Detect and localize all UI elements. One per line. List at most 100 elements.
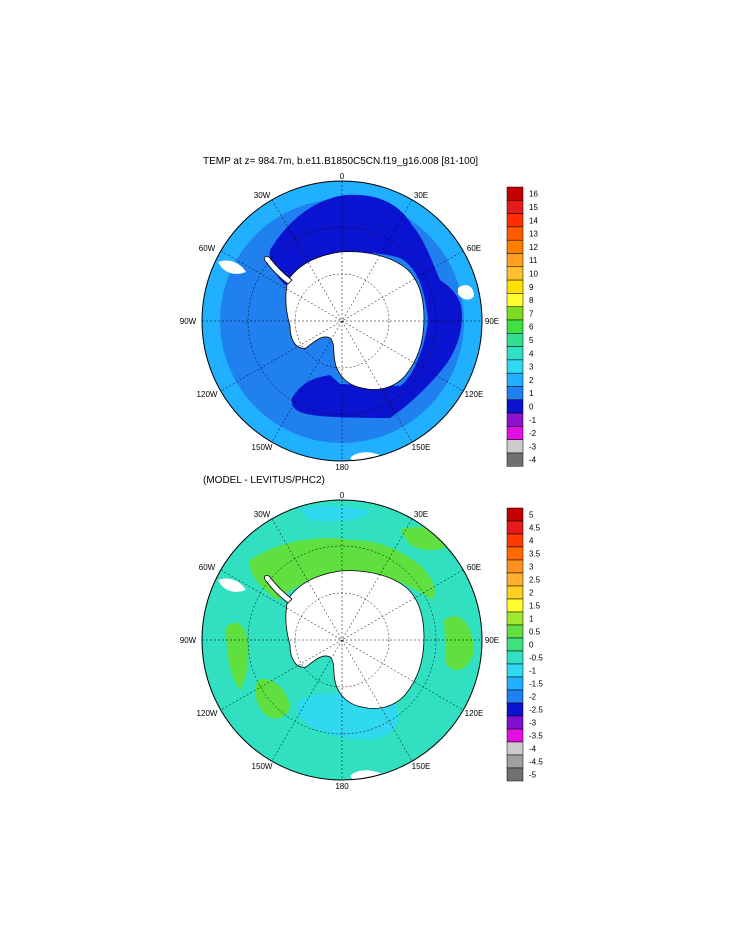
colorbar-swatch [506, 572, 524, 587]
colorbar-swatch [506, 213, 524, 228]
land-patch-samerica [218, 578, 246, 592]
colorbar-swatch [506, 186, 524, 201]
panel-title: (MODEL - LEVITUS/PHC2) [203, 475, 325, 486]
warm-anomaly-ring [249, 538, 435, 600]
lon-label-120e: 120E [465, 390, 484, 399]
colorbar-swatch [506, 372, 524, 387]
colorbar-label: 15 [529, 203, 538, 212]
colorbar-swatch [506, 715, 524, 730]
colorbar-swatch [506, 598, 524, 613]
lon-label-150e: 150E [412, 762, 431, 771]
colorbar-label: 0 [529, 402, 534, 411]
colorbar-label: -1.5 [529, 680, 543, 689]
antarctica [285, 251, 425, 390]
colorbar-label: -3.5 [529, 732, 543, 741]
colorbar-label: 3 [529, 363, 534, 372]
colorbar-label: 1 [529, 389, 534, 398]
colorbar-label: 3.5 [529, 550, 541, 559]
colorbar-swatch [506, 253, 524, 268]
lon-label-60e: 60E [467, 244, 481, 253]
colorbar-label: 16 [529, 190, 538, 199]
colorbar-label: -2 [529, 429, 537, 438]
lon-label-180: 180 [335, 782, 349, 791]
colorbar-label: 0.5 [529, 628, 541, 637]
lon-label-150e: 150E [412, 443, 431, 452]
colorbar-swatch [506, 399, 524, 414]
colorbar-swatch [506, 426, 524, 440]
colorbar-swatch [506, 346, 524, 361]
lon-label-60w: 60W [199, 563, 216, 572]
colorbar-swatch [506, 741, 524, 756]
antarctic-peninsula [263, 255, 293, 285]
lon-label-120w: 120W [197, 709, 218, 718]
lon-labels: 0 30E 60E 90E 120E 150E 180 150W 120W 90… [180, 172, 499, 472]
warm-anomaly-east [444, 616, 474, 671]
colorbar-swatch [506, 279, 524, 294]
lon-label-0: 0 [340, 491, 345, 500]
colorbar-swatch [506, 624, 524, 639]
colorbar-swatch [506, 306, 524, 321]
colorbar-label: -5 [529, 771, 537, 780]
colorbar-label: 3 [529, 563, 534, 572]
colorbar-label: 2 [529, 376, 534, 385]
colorbar-swatch [506, 676, 524, 691]
colorbar-swatch [506, 239, 524, 254]
colorbar-label: -1 [529, 416, 537, 425]
panel-title: TEMP at z= 984.7m, b.e11.B1850C5CN.f19_g… [203, 156, 478, 167]
colorbar-label: -3 [529, 719, 537, 728]
lon-label-90w: 90W [180, 636, 197, 645]
lon-label-180: 180 [335, 463, 349, 472]
lon-label-60e: 60E [467, 563, 481, 572]
colorbar-label: -3 [529, 442, 537, 451]
colorbar-swatch [506, 319, 524, 334]
land-patch-samerica [218, 260, 246, 274]
colorbar-difference: 5 4.5 4 3.5 3 2.5 2 1.5 1 0.5 0 -0.5 -1 -1.5 -2 -2.5 -3 -… [506, 507, 543, 782]
warm-anomaly-south [255, 679, 290, 719]
colorbar-label: 4 [529, 349, 534, 358]
colorbar-swatch [506, 226, 524, 241]
colorbar-label: -4 [529, 745, 537, 754]
colorbar-swatch [506, 507, 524, 522]
colorbar-label: -1 [529, 667, 537, 676]
colorbar-swatch [506, 412, 524, 427]
colorbar-label: 5 [529, 336, 534, 345]
colorbar-swatch [506, 728, 524, 743]
lon-label-90e: 90E [485, 636, 499, 645]
lon-label-120w: 120W [197, 390, 218, 399]
colorbar-swatch [506, 585, 524, 600]
colorbar-swatch [506, 754, 524, 769]
colorbar-label: 10 [529, 269, 538, 278]
lon-label-120e: 120E [465, 709, 484, 718]
colorbar-label: 14 [529, 216, 538, 225]
panel-difference: (MODEL - LEVITUS/PHC2) [180, 475, 544, 791]
graticule [202, 500, 482, 780]
colorbar-swatch [506, 767, 524, 782]
colorbar-label: 2.5 [529, 576, 541, 585]
lon-label-0: 0 [340, 172, 345, 181]
warm-anomaly-west [226, 622, 249, 690]
colorbar-swatch [506, 533, 524, 548]
colorbar-label: 1.5 [529, 602, 541, 611]
land-patch-kerguelen [458, 285, 474, 300]
colorbar-label: -2.5 [529, 706, 543, 715]
land-patch-nz [350, 452, 392, 461]
shelf-region-weddell [269, 194, 462, 418]
colorbar-swatch [506, 266, 524, 281]
colorbar-label: 5 [529, 511, 534, 520]
lon-label-90e: 90E [485, 317, 499, 326]
colorbar-label: -0.5 [529, 654, 543, 663]
colorbar-swatch [506, 359, 524, 374]
colorbar-swatch [506, 333, 524, 347]
colorbar-label: 11 [529, 256, 538, 265]
colorbar-swatch [506, 546, 524, 561]
colorbar-label: 0 [529, 641, 534, 650]
colorbar-swatch [506, 637, 524, 652]
lon-label-150w: 150W [252, 762, 273, 771]
colorbar-swatch [506, 559, 524, 574]
colorbar-label: -4 [529, 456, 537, 465]
colorbar-swatch [506, 520, 524, 535]
colorbar-label: -4.5 [529, 758, 543, 767]
colorbar-swatch [506, 702, 524, 717]
